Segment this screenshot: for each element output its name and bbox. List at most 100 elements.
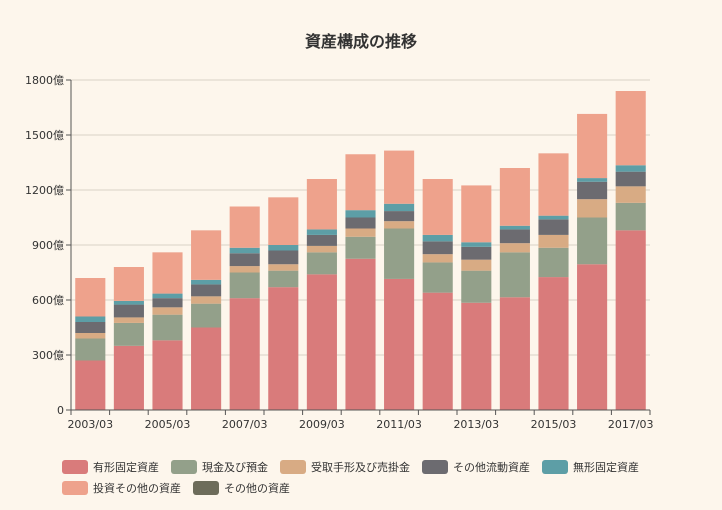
bar-segment[interactable]: [229, 272, 260, 299]
bar-segment[interactable]: [75, 316, 106, 323]
bar-segment[interactable]: [191, 279, 222, 285]
bar-segment[interactable]: [306, 274, 337, 410]
bar-segment[interactable]: [306, 245, 337, 253]
bar-segment[interactable]: [345, 258, 376, 410]
bar-segment[interactable]: [113, 267, 144, 301]
bar-segment[interactable]: [538, 153, 569, 216]
bar-segment[interactable]: [577, 264, 608, 410]
legend-item[interactable]: 有形固定資産: [62, 456, 159, 477]
bar-segment[interactable]: [384, 203, 415, 212]
bar-segment[interactable]: [461, 302, 492, 410]
bar-segment[interactable]: [75, 322, 106, 333]
bar-segment[interactable]: [461, 246, 492, 260]
bar-segment[interactable]: [229, 253, 260, 267]
bar-segment[interactable]: [268, 245, 299, 251]
legend-item[interactable]: その他の資産: [193, 477, 290, 498]
bar-segment[interactable]: [191, 284, 222, 297]
bar-segment[interactable]: [422, 254, 453, 263]
legend-label: 無形固定資産: [573, 460, 639, 474]
bar-segment[interactable]: [152, 307, 183, 315]
bar-segment[interactable]: [345, 210, 376, 218]
legend-item[interactable]: 受取手形及び売掛金: [280, 456, 410, 477]
bar-segment[interactable]: [577, 181, 608, 200]
bar-segment[interactable]: [306, 229, 337, 235]
legend-item[interactable]: 無形固定資産: [542, 456, 639, 477]
bar-segment[interactable]: [345, 217, 376, 229]
bar-segment[interactable]: [229, 206, 260, 248]
bar-segment[interactable]: [345, 154, 376, 211]
bar-segment[interactable]: [615, 91, 646, 166]
bar-segment[interactable]: [538, 247, 569, 278]
bar-segment[interactable]: [499, 243, 530, 253]
bar-segment[interactable]: [538, 215, 569, 220]
bar-segment[interactable]: [384, 278, 415, 410]
bar-segment[interactable]: [615, 186, 646, 203]
legend-item[interactable]: その他流動資産: [422, 456, 530, 477]
bar-segment[interactable]: [152, 298, 183, 308]
bar-segment[interactable]: [229, 298, 260, 410]
bar-segment[interactable]: [345, 228, 376, 237]
legend-item[interactable]: 現金及び預金: [171, 456, 268, 477]
bar-segment[interactable]: [191, 303, 222, 328]
bar-segment[interactable]: [75, 360, 106, 411]
bar-segment[interactable]: [499, 297, 530, 410]
bar-segment[interactable]: [113, 345, 144, 410]
bar-segment[interactable]: [615, 202, 646, 231]
bar-segment[interactable]: [461, 259, 492, 271]
legend-label: その他流動資産: [453, 460, 530, 474]
bar-segment[interactable]: [268, 250, 299, 265]
bar-segment[interactable]: [113, 304, 144, 318]
bar-segment[interactable]: [191, 327, 222, 411]
bar-segment[interactable]: [113, 317, 144, 323]
bar-segment[interactable]: [461, 270, 492, 303]
bar-segment[interactable]: [268, 287, 299, 410]
bar-segment[interactable]: [152, 252, 183, 294]
bar-segment[interactable]: [577, 217, 608, 265]
bar-segment[interactable]: [306, 252, 337, 275]
bar-segment[interactable]: [577, 178, 608, 182]
bar-segment[interactable]: [306, 234, 337, 246]
bar-segment[interactable]: [75, 338, 106, 361]
bar-segment[interactable]: [538, 219, 569, 235]
bar-segment[interactable]: [461, 185, 492, 243]
bar-segment[interactable]: [499, 229, 530, 244]
bar-segment[interactable]: [384, 211, 415, 222]
bar-segment[interactable]: [306, 179, 337, 230]
bar-segment[interactable]: [268, 270, 299, 288]
bar-segment[interactable]: [384, 228, 415, 279]
bar-segment[interactable]: [75, 278, 106, 317]
bar-segment[interactable]: [538, 234, 569, 248]
bar-segment[interactable]: [152, 293, 183, 299]
bar-segment[interactable]: [577, 113, 608, 179]
bar-segment[interactable]: [384, 150, 415, 204]
bar-segment[interactable]: [113, 322, 144, 346]
bar-segment[interactable]: [499, 168, 530, 226]
bar-segment[interactable]: [422, 179, 453, 235]
bar-segment[interactable]: [499, 225, 530, 230]
legend-item[interactable]: 投資その他の資産: [62, 477, 181, 498]
bar-segment[interactable]: [615, 171, 646, 187]
bar-segment[interactable]: [577, 199, 608, 218]
bar-segment[interactable]: [422, 234, 453, 242]
bar-segment[interactable]: [499, 252, 530, 298]
bar-segment[interactable]: [422, 292, 453, 410]
bar-segment[interactable]: [229, 266, 260, 273]
bar-segment[interactable]: [615, 230, 646, 410]
bar-segment[interactable]: [461, 242, 492, 247]
bar-segment[interactable]: [191, 230, 222, 280]
bar-segment[interactable]: [384, 221, 415, 229]
chart-plot: 0 300億 600億 900億 1200億 1500億 1800億 2003/03 2005/…: [25, 74, 654, 431]
bar-segment[interactable]: [75, 333, 106, 339]
bar-segment[interactable]: [615, 165, 646, 172]
bar-segment[interactable]: [113, 300, 144, 305]
bar-segment[interactable]: [345, 236, 376, 259]
bar-segment[interactable]: [268, 264, 299, 271]
bar-segment[interactable]: [268, 197, 299, 245]
bar-segment[interactable]: [422, 262, 453, 293]
bar-segment[interactable]: [152, 340, 183, 410]
bar-segment[interactable]: [422, 241, 453, 255]
bar-segment[interactable]: [229, 247, 260, 254]
bar-segment[interactable]: [191, 296, 222, 304]
bar-segment[interactable]: [538, 277, 569, 410]
bar-segment[interactable]: [152, 314, 183, 341]
